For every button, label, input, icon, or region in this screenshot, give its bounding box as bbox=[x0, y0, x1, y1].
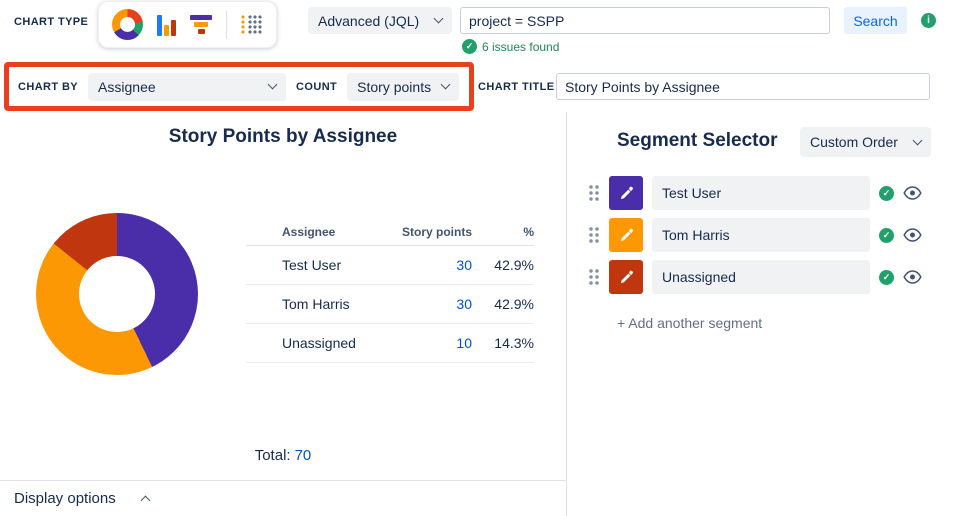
chart-title-label: CHART TITLE bbox=[478, 81, 555, 93]
drag-handle-icon[interactable] bbox=[589, 268, 600, 286]
legend-name: Unassigned bbox=[282, 335, 356, 351]
eyedropper-icon bbox=[620, 228, 633, 241]
segment-row: Unassigned bbox=[589, 260, 922, 294]
chevron-up-icon bbox=[140, 495, 151, 506]
legend-header-assignee: Assignee bbox=[282, 224, 336, 239]
chart-config-highlight: CHART BY Assignee COUNT Story points bbox=[4, 62, 474, 111]
eyedropper-icon bbox=[620, 270, 633, 283]
issues-found-status: 6 issues found bbox=[462, 39, 559, 54]
count-label: COUNT bbox=[296, 80, 338, 93]
segment-selector-panel: Segment Selector Custom Order Test User … bbox=[568, 112, 954, 516]
segment-name-field[interactable]: Test User bbox=[652, 176, 870, 210]
chart-panel: Story Points by Assignee Assignee Story … bbox=[0, 112, 567, 516]
jql-mode-dropdown[interactable]: Advanced (JQL) bbox=[308, 7, 452, 34]
visibility-eye-icon[interactable] bbox=[903, 270, 922, 284]
segment-row: Test User bbox=[589, 176, 922, 210]
segment-order-value: Custom Order bbox=[810, 134, 898, 150]
segment-check-icon[interactable] bbox=[879, 227, 894, 243]
chart-title-input[interactable] bbox=[556, 73, 930, 100]
total-value: 70 bbox=[294, 447, 312, 464]
chart-heading: Story Points by Assignee bbox=[168, 126, 398, 147]
legend-percent: 42.9% bbox=[494, 296, 534, 312]
add-segment-button[interactable]: + Add another segment bbox=[617, 315, 763, 331]
pie-chart-type-icon[interactable] bbox=[112, 9, 143, 40]
legend-row: Tom Harris 30 42.9% bbox=[246, 285, 534, 324]
drag-handle-icon[interactable] bbox=[589, 226, 600, 244]
legend-row: Test User 30 42.9% bbox=[246, 246, 534, 285]
count-value: Story points bbox=[357, 78, 432, 95]
chart-legend: Assignee Story points % Test User 30 42.… bbox=[246, 218, 534, 363]
legend-points: 10 bbox=[456, 335, 472, 351]
chart-by-label: CHART BY bbox=[18, 80, 79, 93]
success-check-icon bbox=[462, 39, 477, 54]
legend-percent: 42.9% bbox=[494, 257, 534, 273]
issues-found-text: 6 issues found bbox=[482, 39, 560, 54]
legend-header-percent: % bbox=[523, 224, 534, 239]
drag-handle-icon[interactable] bbox=[589, 184, 600, 202]
segment-color-button[interactable] bbox=[609, 176, 643, 210]
segment-check-icon[interactable] bbox=[879, 269, 894, 285]
segment-name-field[interactable]: Unassigned bbox=[652, 260, 870, 294]
visibility-eye-icon[interactable] bbox=[903, 228, 922, 242]
chevron-down-icon bbox=[440, 79, 451, 90]
segment-check-icon[interactable] bbox=[879, 185, 894, 201]
search-button[interactable]: Search bbox=[844, 7, 907, 34]
legend-points: 30 bbox=[456, 296, 472, 312]
legend-header-row: Assignee Story points % bbox=[246, 218, 534, 246]
segment-color-button[interactable] bbox=[609, 218, 643, 252]
segment-selector-title: Segment Selector bbox=[617, 130, 778, 151]
chart-type-picker bbox=[98, 1, 277, 48]
chart-by-dropdown[interactable]: Assignee bbox=[88, 72, 287, 101]
chart-total: Total: 70 bbox=[0, 447, 566, 464]
segment-order-dropdown[interactable]: Custom Order bbox=[800, 127, 931, 157]
table-chart-type-icon[interactable] bbox=[241, 14, 263, 35]
count-dropdown[interactable]: Story points bbox=[347, 72, 460, 101]
jql-mode-value: Advanced (JQL) bbox=[318, 12, 420, 29]
legend-row: Unassigned 10 14.3% bbox=[246, 324, 534, 363]
chevron-down-icon bbox=[433, 13, 444, 24]
chevron-down-icon bbox=[267, 79, 278, 90]
jql-search-input[interactable] bbox=[460, 7, 830, 34]
total-label: Total: bbox=[254, 447, 291, 464]
chart-type-label: CHART TYPE bbox=[14, 16, 89, 28]
bar-chart-type-icon[interactable] bbox=[157, 13, 176, 36]
chart-by-value: Assignee bbox=[98, 78, 156, 95]
chevron-down-icon bbox=[912, 135, 923, 145]
funnel-chart-type-icon[interactable] bbox=[190, 15, 212, 34]
divider bbox=[226, 10, 227, 39]
donut-chart[interactable] bbox=[36, 213, 198, 375]
legend-points: 30 bbox=[456, 257, 472, 273]
legend-header-points: Story points bbox=[401, 224, 472, 239]
legend-name: Tom Harris bbox=[282, 296, 350, 312]
info-icon[interactable] bbox=[921, 13, 936, 28]
display-options-label: Display options bbox=[14, 490, 116, 507]
display-options-toggle[interactable]: Display options bbox=[0, 480, 566, 516]
legend-percent: 14.3% bbox=[494, 335, 534, 351]
visibility-eye-icon[interactable] bbox=[903, 186, 922, 200]
eyedropper-icon bbox=[620, 186, 633, 199]
segment-name-field[interactable]: Tom Harris bbox=[652, 218, 870, 252]
segment-row: Tom Harris bbox=[589, 218, 922, 252]
segment-color-button[interactable] bbox=[609, 260, 643, 294]
legend-name: Test User bbox=[282, 257, 342, 273]
